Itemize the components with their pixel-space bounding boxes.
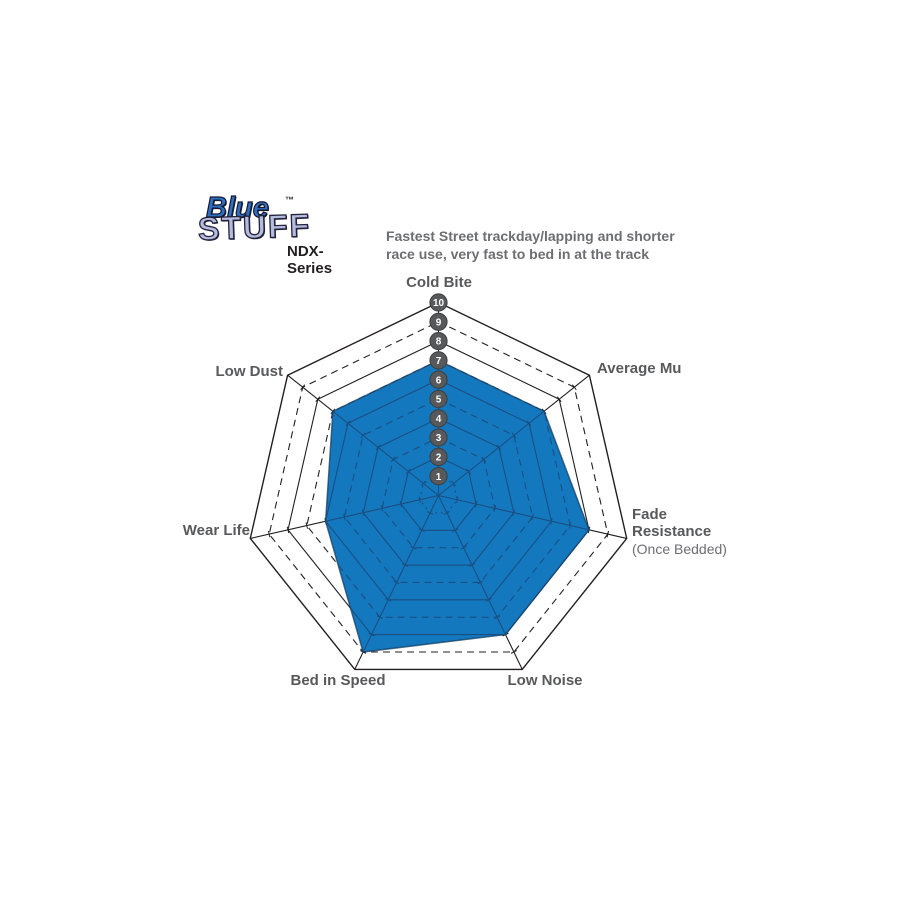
scale-badge-5 bbox=[429, 389, 448, 409]
axis-label-wear-life: Wear Life bbox=[182, 522, 250, 539]
trademark-symbol: ™ bbox=[285, 195, 294, 205]
axis-label-fade-resistance: Fade Resistance (Once Bedded) bbox=[632, 506, 727, 557]
scale-badge-label: 3 bbox=[436, 433, 442, 444]
scale-badge-label: 10 bbox=[433, 298, 445, 309]
scale-badge-label: 4 bbox=[436, 414, 442, 425]
scale-badge-6 bbox=[429, 370, 448, 389]
logo-word-blue: Blue bbox=[205, 191, 269, 224]
scale-badge-8 bbox=[429, 332, 448, 351]
axis-label-average-mu: Average Mu bbox=[597, 360, 682, 377]
axis-label-low-noise: Low Noise bbox=[507, 672, 583, 689]
bluestuff-logo: Blue ™ STUFF NDX-Series bbox=[197, 191, 367, 277]
axis-label-bed-in-speed: Bed in Speed bbox=[290, 672, 386, 689]
axis-label-low-dust: Low Dust bbox=[215, 363, 284, 380]
scale-badge-label: 6 bbox=[436, 375, 442, 386]
scale-badge-label: 8 bbox=[436, 337, 442, 348]
scale-badge-2 bbox=[429, 447, 448, 466]
axis-label-fade-resistance-main: Fade Resistance bbox=[632, 506, 712, 541]
scale-badge-3 bbox=[429, 428, 448, 447]
scale-badge-label: 9 bbox=[436, 317, 442, 328]
scale-badge-10 bbox=[429, 293, 448, 312]
scale-badge-9 bbox=[429, 312, 448, 331]
product-description: Fastest Street trackday/lapping and shor… bbox=[386, 228, 675, 263]
series-name: NDX-Series bbox=[287, 243, 333, 277]
scale-badge-label: 5 bbox=[436, 395, 442, 406]
scale-badge-label: 1 bbox=[436, 472, 442, 483]
axis-label-cold-bite: Cold Bite bbox=[406, 274, 472, 291]
scale-badge-label: 7 bbox=[436, 356, 442, 367]
scale-badge-1 bbox=[429, 467, 448, 486]
scale-badge-4 bbox=[429, 409, 448, 428]
scale-badges: 10 9 8 7 6 5 4 3 2 1 bbox=[429, 293, 448, 486]
scale-badge-7 bbox=[429, 351, 448, 370]
scale-badge-label: 2 bbox=[436, 453, 442, 464]
axis-label-fade-resistance-sub: (Once Bedded) bbox=[632, 540, 727, 557]
rating-polygon bbox=[324, 359, 590, 653]
